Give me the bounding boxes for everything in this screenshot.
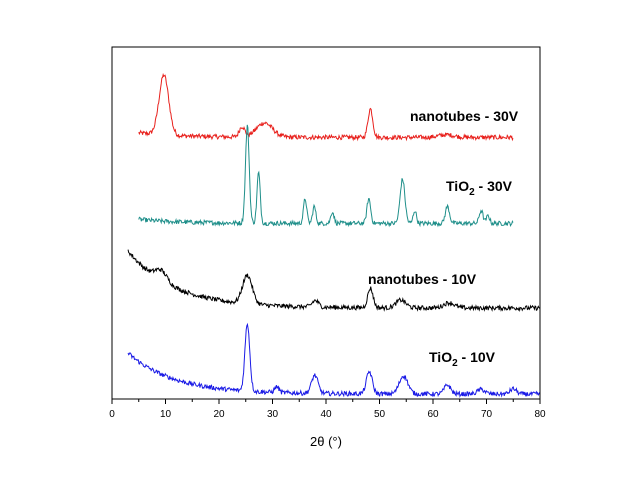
x-tick-label-40: 40	[320, 409, 332, 420]
series-line-1	[138, 124, 514, 228]
x-axis-label: 2θ (°)	[310, 434, 342, 449]
x-tick-label-60: 60	[427, 409, 439, 420]
series-label-tio2-30v: TiO2 - 30V	[446, 178, 513, 198]
series-line-3	[127, 322, 541, 398]
x-tick-label-30: 30	[267, 409, 279, 420]
series-label-nanotubes-10v: nanotubes - 10V	[368, 271, 477, 287]
series-lines	[127, 72, 541, 398]
series-label-tio2-10v: TiO2 - 10V	[429, 349, 496, 369]
x-tick-label-10: 10	[160, 409, 172, 420]
x-tick-label-20: 20	[213, 409, 225, 420]
x-tick-label-0: 0	[109, 409, 115, 420]
x-tick-label-70: 70	[481, 409, 493, 420]
series-line-0	[138, 72, 514, 142]
x-tick-label-80: 80	[534, 409, 546, 420]
x-tick-label-50: 50	[374, 409, 386, 420]
series-label-nanotubes-30v: nanotubes - 30V	[410, 108, 519, 124]
x-axis-ticks: 0 10 20 30 40 50 60 70 80	[109, 399, 546, 420]
series-line-2	[127, 249, 540, 313]
